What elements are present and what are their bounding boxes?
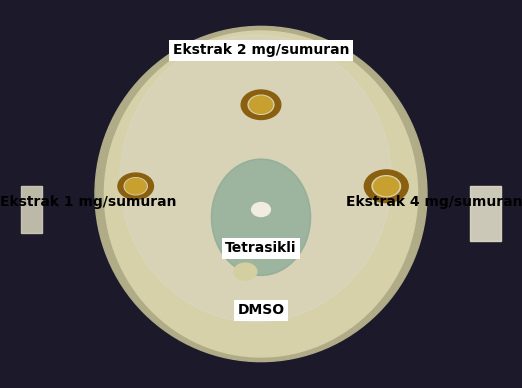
Text: Ekstrak 4 mg/sumuran: Ekstrak 4 mg/sumuran: [346, 195, 522, 209]
Circle shape: [250, 96, 272, 113]
Ellipse shape: [104, 31, 418, 357]
Text: Ekstrak 2 mg/sumuran: Ekstrak 2 mg/sumuran: [173, 43, 349, 57]
Bar: [470, 186, 501, 241]
Bar: [21, 186, 42, 233]
Circle shape: [372, 176, 400, 197]
Ellipse shape: [95, 26, 427, 362]
Ellipse shape: [211, 159, 311, 275]
Circle shape: [374, 177, 399, 196]
Text: Tetrasikli: Tetrasikli: [226, 241, 296, 255]
Circle shape: [118, 173, 153, 199]
Circle shape: [241, 90, 281, 120]
Circle shape: [125, 178, 146, 194]
Text: Ekstrak 1 mg/sumuran: Ekstrak 1 mg/sumuran: [0, 195, 176, 209]
Circle shape: [124, 178, 147, 195]
Circle shape: [234, 263, 257, 280]
Circle shape: [364, 170, 408, 203]
Circle shape: [252, 203, 270, 217]
Text: DMSO: DMSO: [238, 303, 284, 317]
Circle shape: [248, 95, 274, 114]
Ellipse shape: [120, 35, 392, 322]
